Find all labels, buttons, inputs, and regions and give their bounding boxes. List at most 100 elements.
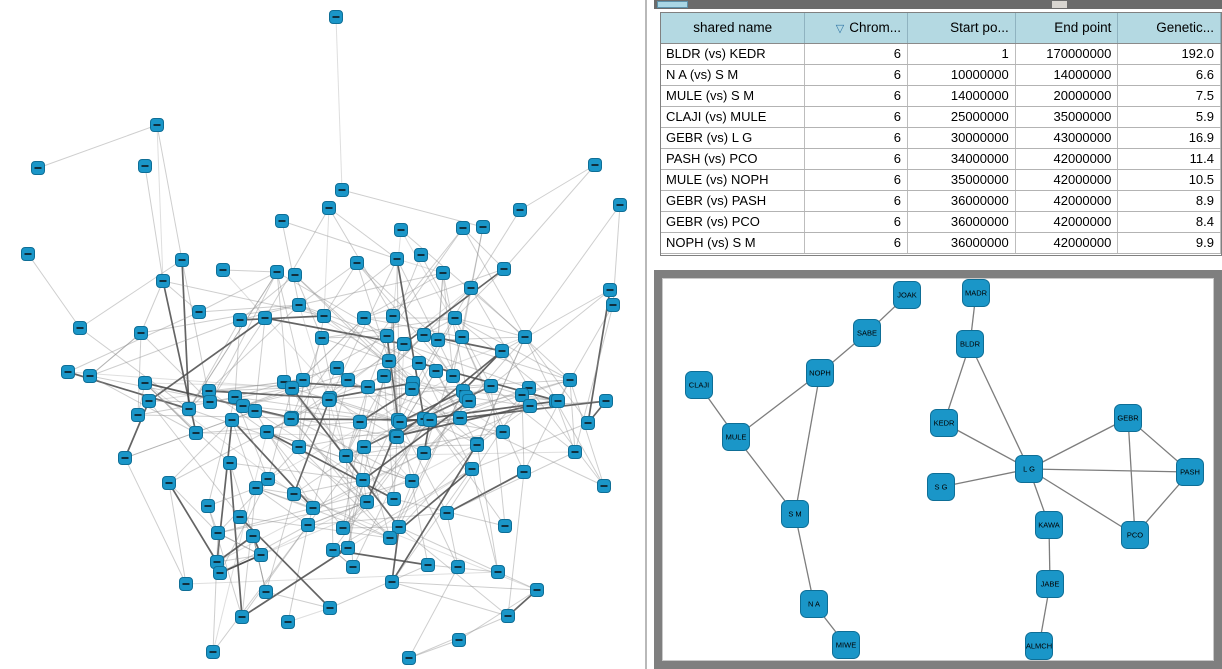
network-node[interactable] [326,543,340,557]
network-node[interactable] [402,651,416,665]
table-cell[interactable]: 6 [804,190,909,212]
network-node[interactable] [138,159,152,173]
node-CLAJI[interactable]: CLAJI [685,371,713,399]
network-node[interactable] [423,413,437,427]
network-node[interactable] [436,266,450,280]
table-cell[interactable]: 10.5 [1117,169,1221,191]
network-node[interactable] [182,402,196,416]
network-node[interactable] [83,369,97,383]
small-network-canvas[interactable]: JOAK SABE NOPH CLAJI MULE S M N A MIWE MADR BLDR K… [663,279,1213,660]
node-MULE[interactable]: MULE [722,423,750,451]
node-PCO[interactable]: PCO [1121,521,1149,549]
network-node[interactable] [385,575,399,589]
network-node[interactable] [236,399,250,413]
table-cell[interactable]: MULE (vs) S M [661,85,806,107]
table-cell[interactable]: 6 [804,43,909,65]
network-node[interactable] [287,487,301,501]
table-cell[interactable]: 6 [804,85,909,107]
network-node[interactable] [484,379,498,393]
table-cell[interactable]: 36000000 [907,232,1016,254]
network-node[interactable] [452,633,466,647]
network-node[interactable] [518,330,532,344]
network-node[interactable] [341,541,355,555]
network-node[interactable] [118,451,132,465]
network-node[interactable] [248,404,262,418]
network-node[interactable] [390,430,404,444]
node-NA[interactable]: N A [800,590,828,618]
network-node[interactable] [301,518,315,532]
network-node[interactable] [225,413,239,427]
network-node[interactable] [476,220,490,234]
small-network-viewport[interactable]: JOAK SABE NOPH CLAJI MULE S M N A MIWE MADR BLDR K… [662,278,1214,661]
network-node[interactable] [377,369,391,383]
table-cell[interactable]: 6 [804,211,909,233]
table-cell[interactable]: 20000000 [1015,85,1119,107]
table-cell[interactable]: GEBR (vs) L G [661,127,806,149]
table-cell[interactable]: 42000000 [1015,211,1119,233]
network-node[interactable] [440,506,454,520]
network-node[interactable] [31,161,45,175]
table-cell[interactable]: 16.9 [1117,127,1221,149]
large-network-canvas[interactable] [0,0,647,669]
network-node[interactable] [603,283,617,297]
node-PASH[interactable]: PASH [1176,458,1204,486]
network-node[interactable] [346,560,360,574]
network-node[interactable] [431,333,445,347]
network-node[interactable] [497,262,511,276]
network-node[interactable] [285,381,299,395]
table-row[interactable]: BLDR (vs) KEDR 6 1 170000000 192.0 [661,43,1221,65]
table-cell[interactable]: 170000000 [1015,43,1119,65]
scrollbar-thumb[interactable] [1052,1,1067,8]
large-network-panel[interactable] [0,0,647,669]
network-node[interactable] [495,344,509,358]
network-node[interactable] [258,311,272,325]
network-node[interactable] [254,548,268,562]
network-node[interactable] [261,472,275,486]
network-node[interactable] [201,499,215,513]
table-cell[interactable]: 10000000 [907,64,1016,86]
network-node[interactable] [134,326,148,340]
table-cell[interactable]: 6 [804,232,909,254]
network-node[interactable] [315,331,329,345]
network-node[interactable] [357,311,371,325]
network-node[interactable] [175,253,189,267]
table-row[interactable]: GEBR (vs) PCO 6 36000000 42000000 8.4 [661,211,1221,233]
node-ALMCH[interactable]: ALMCH [1025,632,1053,660]
edge-GEBR-PCO[interactable] [1127,417,1136,536]
table-cell[interactable]: NOPH (vs) S M [661,232,806,254]
edge-BLDR-LG[interactable] [969,343,1030,470]
network-node[interactable] [203,395,217,409]
network-node[interactable] [599,394,613,408]
network-node[interactable] [292,298,306,312]
network-node[interactable] [288,268,302,282]
table-row[interactable]: MULE (vs) S M 6 14000000 20000000 7.5 [661,85,1221,107]
network-node[interactable] [387,492,401,506]
network-node[interactable] [417,446,431,460]
network-node[interactable] [530,583,544,597]
network-node[interactable] [142,394,156,408]
network-node[interactable] [138,376,152,390]
network-node[interactable] [417,328,431,342]
network-node[interactable] [451,560,465,574]
top-scrollbar[interactable] [654,0,1222,9]
table-cell[interactable]: 35000000 [907,169,1016,191]
network-node[interactable] [281,615,295,629]
table-cell[interactable]: 42000000 [1015,232,1119,254]
network-node[interactable] [322,201,336,215]
network-node[interactable] [341,373,355,387]
network-node[interactable] [606,298,620,312]
table-cell[interactable]: 7.5 [1117,85,1221,107]
network-node[interactable] [455,330,469,344]
filter-icon[interactable]: ▽ [835,23,845,36]
network-node[interactable] [216,263,230,277]
node-SM[interactable]: S M [781,500,809,528]
table-cell[interactable]: 6 [804,127,909,149]
column-header-3[interactable]: End point [1015,13,1119,44]
node-GEBR[interactable]: GEBR [1114,404,1142,432]
table-cell[interactable]: 43000000 [1015,127,1119,149]
edge-LG-PCO[interactable] [1028,468,1136,536]
network-node[interactable] [462,394,476,408]
network-node[interactable] [448,311,462,325]
network-node[interactable] [260,425,274,439]
network-node[interactable] [414,248,428,262]
